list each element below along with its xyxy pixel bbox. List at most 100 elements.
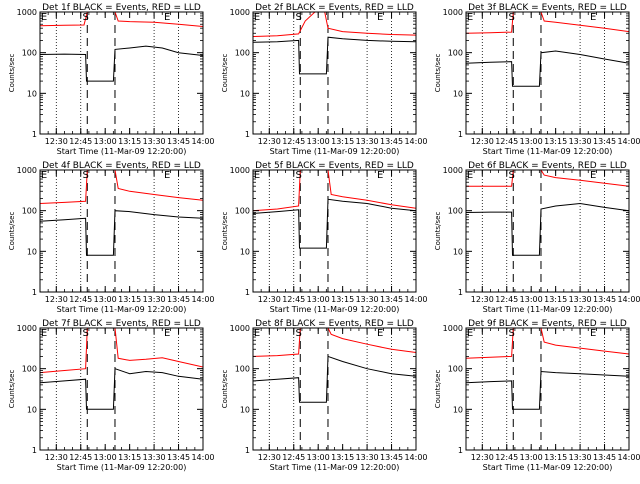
x-tick-label: 13:00 — [307, 295, 330, 304]
x-tick-label: 13:15 — [331, 295, 354, 304]
x-tick-label: 14:00 — [191, 137, 214, 146]
x-tick-label: 13:30 — [143, 295, 166, 304]
x-tick-label: 13:15 — [118, 295, 141, 304]
chart-title: Det 7f BLACK = Events, RED = LLD — [42, 319, 201, 329]
chart-title: Det 9f BLACK = Events, RED = LLD — [468, 319, 627, 329]
event-marker-label: S — [508, 12, 514, 23]
x-tick-label: 14:00 — [617, 453, 640, 462]
x-axis-label: Start Time (11-Mar-09 12:20:00) — [270, 463, 400, 472]
y-tick-label: 1000 — [443, 8, 463, 17]
red-lld-series — [466, 12, 629, 34]
x-tick-label: 12:30 — [45, 137, 68, 146]
event-marker-label: E — [590, 12, 596, 23]
event-marker-label: E — [164, 328, 170, 339]
event-marker-label: S — [82, 328, 88, 339]
x-tick-label: 12:30 — [471, 137, 494, 146]
y-tick-label: 100 — [448, 365, 463, 374]
y-tick-label: 1000 — [17, 324, 37, 333]
x-tick-label: 12:45 — [282, 453, 305, 462]
chart-panel-5: Det 5f BLACK = Events, RED = LLD 1 10 100 10… — [221, 161, 428, 314]
event-marker-label: E — [41, 170, 47, 181]
x-tick-label: 14:00 — [617, 137, 640, 146]
y-axis-label: Counts/sec — [221, 212, 229, 251]
x-tick-label: 13:00 — [307, 453, 330, 462]
black-events-series — [253, 198, 416, 249]
event-marker-label: E — [467, 170, 473, 181]
event-marker-label: E — [41, 328, 47, 339]
x-tick-label: 12:30 — [45, 295, 68, 304]
x-tick-label: 13:45 — [167, 453, 190, 462]
y-tick-label: 10 — [27, 89, 37, 98]
x-tick-label: 14:00 — [404, 453, 427, 462]
chart-panel-4: Det 4f BLACK = Events, RED = LLD 1 10 100 10… — [8, 161, 215, 314]
event-marker-label: S — [508, 170, 514, 181]
x-axis-label: Start Time (11-Mar-09 12:20:00) — [483, 463, 613, 472]
y-tick-label: 100 — [235, 49, 250, 58]
chart-panel-7: Det 7f BLACK = Events, RED = LLD 1 10 100 10… — [8, 319, 215, 472]
x-axis-label: Start Time (11-Mar-09 12:20:00) — [483, 305, 613, 314]
x-tick-label: 12:45 — [69, 137, 92, 146]
y-tick-label: 100 — [22, 365, 37, 374]
y-tick-label: 10 — [240, 89, 250, 98]
red-lld-series — [40, 12, 203, 27]
x-tick-label: 12:45 — [495, 453, 518, 462]
x-tick-label: 12:30 — [258, 137, 281, 146]
x-tick-label: 12:45 — [282, 295, 305, 304]
event-marker-label: S — [82, 170, 88, 181]
black-events-series — [466, 370, 629, 410]
x-tick-label: 13:30 — [569, 295, 592, 304]
red-lld-series — [253, 12, 416, 37]
x-tick-label: 13:30 — [569, 137, 592, 146]
event-marker-label: E — [164, 170, 170, 181]
y-tick-label: 10 — [453, 89, 463, 98]
y-tick-label: 1 — [245, 446, 250, 455]
black-events-series — [40, 368, 203, 410]
x-tick-label: 13:00 — [94, 295, 117, 304]
x-tick-label: 13:15 — [544, 453, 567, 462]
x-tick-label: 14:00 — [404, 295, 427, 304]
x-tick-label: 13:30 — [569, 453, 592, 462]
red-lld-series — [40, 170, 203, 204]
y-tick-label: 100 — [448, 49, 463, 58]
black-events-series — [466, 202, 629, 256]
red-lld-series — [40, 328, 203, 374]
x-tick-label: 13:45 — [380, 295, 403, 304]
x-tick-label: 13:45 — [380, 137, 403, 146]
x-tick-label: 13:30 — [143, 453, 166, 462]
chart-title: Det 2f BLACK = Events, RED = LLD — [255, 3, 414, 13]
event-marker-label: E — [377, 12, 383, 23]
event-marker-label: E — [254, 328, 260, 339]
x-axis-label: Start Time (11-Mar-09 12:20:00) — [270, 305, 400, 314]
x-tick-label: 13:00 — [94, 453, 117, 462]
x-tick-label: 13:15 — [331, 137, 354, 146]
x-tick-label: 13:00 — [520, 295, 543, 304]
x-tick-label: 14:00 — [191, 295, 214, 304]
y-tick-label: 1 — [32, 288, 37, 297]
y-tick-label: 1 — [458, 130, 463, 139]
black-events-series — [40, 45, 203, 82]
x-tick-label: 13:30 — [356, 295, 379, 304]
y-tick-label: 100 — [235, 207, 250, 216]
y-tick-label: 1000 — [230, 324, 250, 333]
x-tick-label: 13:00 — [520, 137, 543, 146]
chart-title: Det 4f BLACK = Events, RED = LLD — [42, 161, 201, 171]
y-tick-label: 100 — [448, 207, 463, 216]
y-tick-label: 1 — [245, 130, 250, 139]
chart-panel-2: Det 2f BLACK = Events, RED = LLD 1 10 100 10… — [221, 3, 428, 156]
x-tick-label: 13:45 — [593, 137, 616, 146]
x-axis-label: Start Time (11-Mar-09 12:20:00) — [270, 147, 400, 156]
x-tick-label: 14:00 — [191, 453, 214, 462]
x-axis-label: Start Time (11-Mar-09 12:20:00) — [483, 147, 613, 156]
x-tick-label: 13:45 — [167, 137, 190, 146]
event-marker-label: E — [590, 170, 596, 181]
y-tick-label: 1000 — [17, 166, 37, 175]
y-axis-label: Counts/sec — [434, 212, 442, 251]
y-axis-label: Counts/sec — [434, 370, 442, 409]
x-tick-label: 13:30 — [356, 137, 379, 146]
x-tick-label: 12:30 — [471, 453, 494, 462]
chart-panel-1: Det 1f BLACK = Events, RED = LLD 1 10 100 10… — [8, 3, 215, 156]
x-tick-label: 12:30 — [258, 453, 281, 462]
y-tick-label: 1 — [458, 288, 463, 297]
y-tick-label: 100 — [235, 365, 250, 374]
